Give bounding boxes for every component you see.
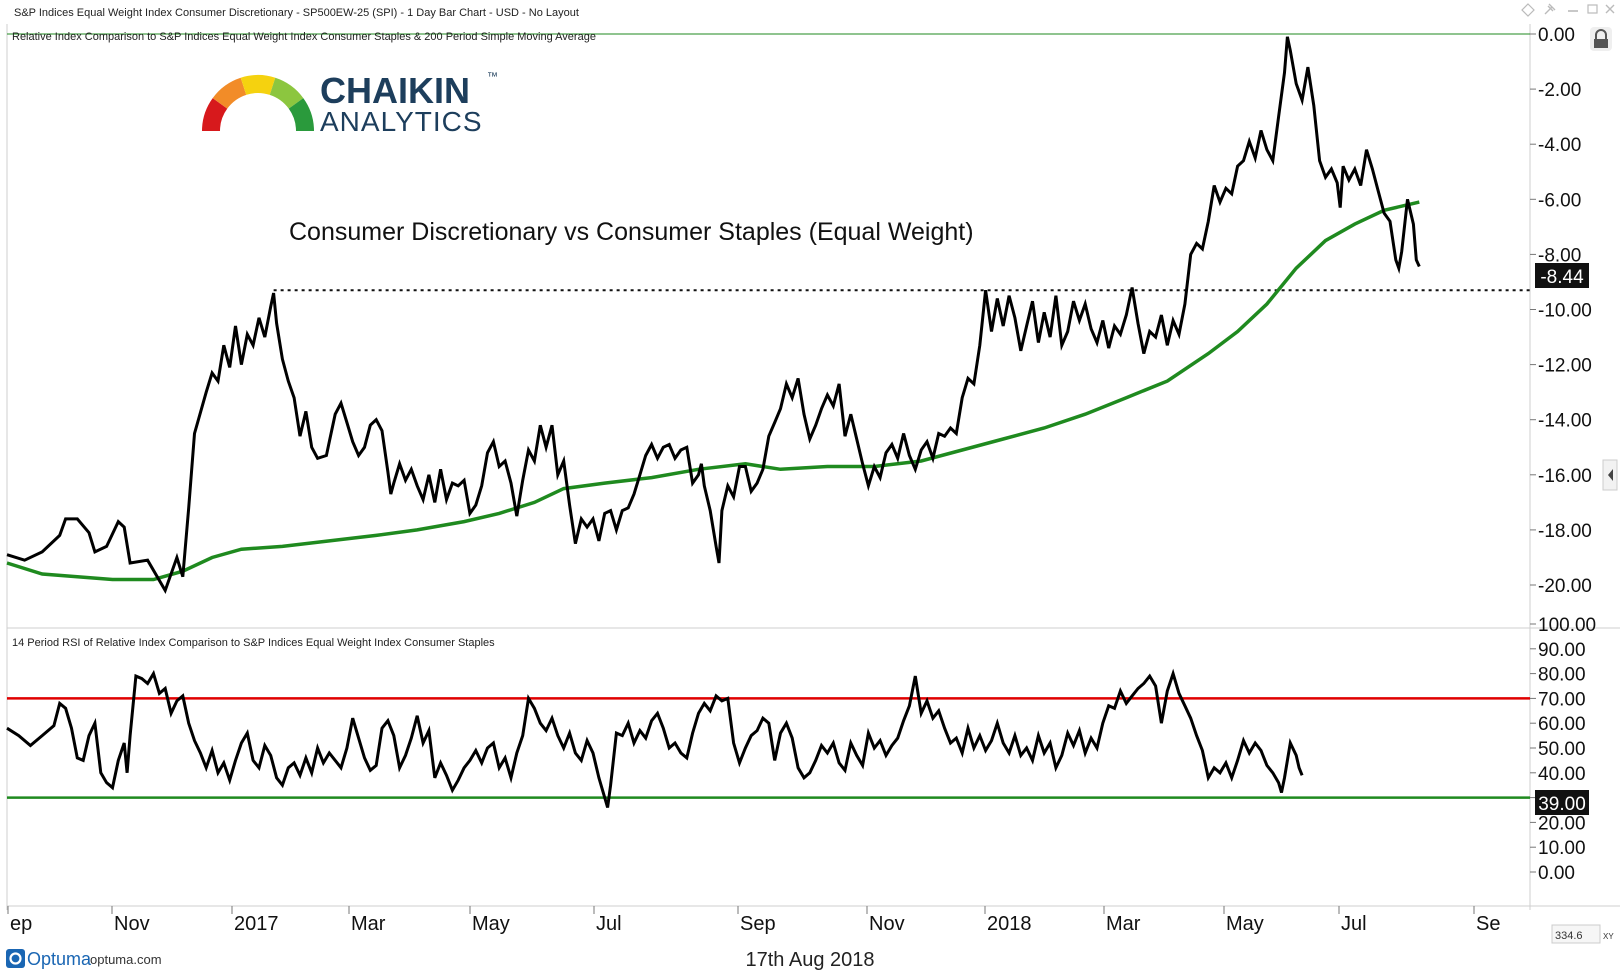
- y-tick-label: -12.00: [1538, 356, 1592, 377]
- sma-200-line: [6, 200, 1420, 582]
- chart-title: Consumer Discretionary vs Consumer Stapl…: [289, 218, 974, 246]
- rsi-panel-caption: 14 Period RSI of Relative Index Comparis…: [12, 637, 495, 649]
- rsi-last-value: 39.00: [1538, 794, 1586, 815]
- rsi-tick-label: 40.00: [1538, 764, 1586, 785]
- y-tick-label: -14.00: [1538, 411, 1592, 432]
- rsi-tick-label: 0.00: [1538, 863, 1575, 884]
- x-tick-label: May: [472, 913, 510, 935]
- close-icon[interactable]: [1605, 4, 1615, 14]
- rsi-tick-label: 90.00: [1538, 640, 1586, 661]
- rsi-tick-label: 60.00: [1538, 714, 1586, 735]
- relative-index-line: [6, 36, 1421, 595]
- x-tick-label: Mar: [1106, 913, 1141, 935]
- logo-arc-segment: [269, 77, 304, 109]
- logo-arc-segment: [240, 75, 276, 95]
- x-tick-label: Jul: [1341, 913, 1367, 935]
- chaikin-logo: CHAIKIN ™ ANALYTICS: [202, 70, 498, 137]
- optuma-logo: Optuma: [6, 949, 92, 969]
- upper-panel: [6, 24, 1620, 910]
- y-tick-label: -20.00: [1538, 576, 1592, 597]
- rsi-line: [6, 668, 1304, 808]
- zoom-readout: 334.6: [1555, 930, 1583, 942]
- y-tick-label: 0.00: [1538, 25, 1575, 46]
- collapse-panel-button[interactable]: [1602, 459, 1618, 491]
- logo-line1: CHAIKIN: [320, 70, 470, 111]
- x-axis: ep Nov 2017 Mar May Jul Sep Nov 2018 Mar May Jul Se: [7, 906, 1500, 935]
- optuma-brand: Optuma: [27, 949, 92, 969]
- y-tick-label: -18.00: [1538, 521, 1592, 542]
- upper-panel-caption: Relative Index Comparison to S&P Indices…: [12, 31, 596, 43]
- x-tick-label: May: [1226, 913, 1264, 935]
- x-tick-label: Mar: [351, 913, 386, 935]
- rsi-last-value-box: [1535, 790, 1589, 815]
- y-tick-label: -10.00: [1538, 301, 1592, 322]
- lock-button[interactable]: [1590, 27, 1612, 51]
- footer-date: 17th Aug 2018: [745, 949, 874, 971]
- zoom-readout-box[interactable]: [1551, 924, 1601, 944]
- rsi-tick-label: 10.00: [1538, 838, 1586, 859]
- logo-line2: ANALYTICS: [320, 106, 483, 137]
- x-tick-label: Se: [1476, 913, 1500, 935]
- upper-last-value: -8.44: [1540, 267, 1584, 288]
- upper-y-axis: 0.00 -2.00 -4.00 -6.00 -8.00 -10.00 -12.00 -14.…: [1530, 25, 1592, 597]
- logo-arc-segment: [288, 98, 314, 131]
- rsi-y-axis: 100.0090.0080.0070.0060.0050.0040.0030.0…: [1530, 615, 1596, 884]
- lock-icon: [1595, 29, 1607, 39]
- chevron-left-icon: [1608, 469, 1613, 481]
- window-controls: [1521, 3, 1615, 17]
- x-tick-label: Nov: [869, 913, 905, 935]
- logo-arc-segment: [202, 98, 228, 131]
- y-tick-label: -2.00: [1538, 80, 1581, 101]
- pin-icon[interactable]: [1544, 3, 1556, 15]
- upper-last-value-box: [1535, 263, 1589, 288]
- restore-icon[interactable]: [1587, 4, 1598, 14]
- upper-last-value-tag: -8.44: [1535, 263, 1589, 288]
- footer: Optuma optuma.com 17th Aug 2018 334.6 XY: [6, 924, 1614, 971]
- rsi-tick-label: 20.00: [1538, 813, 1586, 834]
- xy-toggle[interactable]: XY: [1603, 932, 1614, 941]
- x-tick-label: ep: [10, 913, 32, 935]
- rsi-tick-label: 50.00: [1538, 739, 1586, 760]
- y-tick-label: -8.00: [1538, 245, 1581, 266]
- y-tick-label: -6.00: [1538, 190, 1581, 211]
- rsi-tick-label: 80.00: [1538, 665, 1586, 686]
- logo-gauge-arc: [202, 75, 314, 131]
- logo-arc-segment: [212, 77, 247, 109]
- x-tick-label: 2017: [234, 913, 279, 935]
- window-title: S&P Indices Equal Weight Index Consumer …: [14, 7, 579, 19]
- rsi-last-value-tag: 39.00: [1535, 790, 1589, 815]
- optuma-url[interactable]: optuma.com: [90, 952, 162, 967]
- rsi-tick-label: 70.00: [1538, 689, 1586, 710]
- x-tick-label: 2018: [987, 913, 1032, 935]
- rsi-tick-label: 100.00: [1538, 615, 1596, 636]
- y-tick-label: -4.00: [1538, 135, 1581, 156]
- diamond-icon[interactable]: [1521, 3, 1535, 17]
- x-tick-label: Nov: [114, 913, 150, 935]
- x-tick-label: Sep: [740, 913, 776, 935]
- optuma-icon: [9, 952, 22, 965]
- x-tick-label: Jul: [596, 913, 622, 935]
- y-tick-label: -16.00: [1538, 466, 1592, 487]
- logo-tm: ™: [487, 71, 498, 83]
